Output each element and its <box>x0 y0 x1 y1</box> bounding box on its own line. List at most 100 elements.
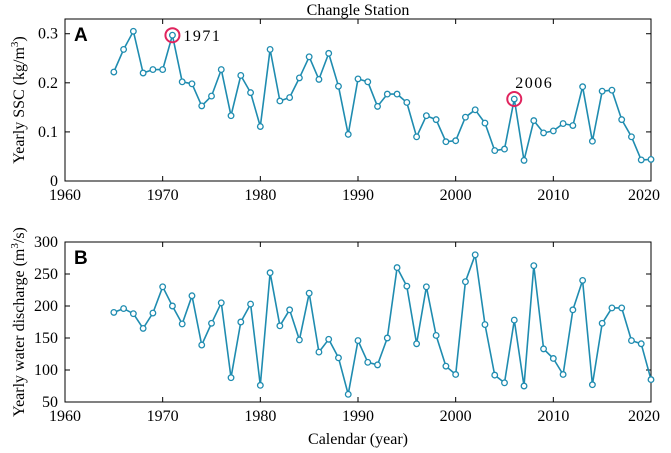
data-point <box>110 308 118 316</box>
data-point <box>217 66 225 74</box>
data-point <box>491 371 499 379</box>
y-tick-label: 50 <box>42 394 58 411</box>
data-point <box>198 341 206 349</box>
data-point <box>149 66 157 74</box>
panel-b: 1960 1970 1980 1990 2000 2010 2020 50 100 150 200 2… <box>9 227 660 448</box>
y-tick-label: 250 <box>34 266 58 283</box>
data-point <box>227 374 235 382</box>
data-point <box>139 69 147 77</box>
data-point <box>178 320 186 328</box>
data-point <box>393 264 401 272</box>
highlight-ring <box>506 91 523 108</box>
data-point <box>295 336 303 344</box>
x-tick-label: 1960 <box>49 187 81 204</box>
data-point <box>178 78 186 86</box>
data-point <box>549 127 557 135</box>
data-point <box>510 95 518 103</box>
x-tick-label: 1980 <box>244 408 276 425</box>
data-point <box>579 83 587 91</box>
data-point <box>286 94 294 101</box>
data-point <box>217 299 225 307</box>
x-tick-label: 1960 <box>49 408 81 425</box>
data-point <box>383 334 391 342</box>
plot-frame <box>64 18 652 182</box>
data-point <box>110 68 118 76</box>
data-point <box>559 120 567 128</box>
data-point <box>129 27 137 35</box>
data-point <box>442 362 450 370</box>
data-point <box>618 304 626 312</box>
data-point <box>520 156 528 164</box>
plot-frame <box>64 241 652 403</box>
data-point <box>344 130 352 138</box>
data-point <box>530 262 538 270</box>
data-point <box>588 381 596 389</box>
data-point <box>168 302 176 310</box>
data-point <box>188 292 196 300</box>
data-point <box>618 116 626 124</box>
data-point <box>647 376 655 384</box>
data-point <box>120 305 128 313</box>
data-point <box>413 133 421 141</box>
data-point <box>481 321 489 329</box>
data-point <box>198 102 206 110</box>
y-tick-label: 300 <box>34 234 58 251</box>
data-point <box>266 45 274 53</box>
data-point <box>276 97 284 105</box>
data-point <box>139 324 147 332</box>
data-point <box>247 89 255 97</box>
data-point <box>247 300 255 308</box>
y-tick-label: 200 <box>34 298 58 315</box>
data-point <box>325 335 333 343</box>
data-point <box>520 382 528 390</box>
data-point <box>461 278 469 286</box>
y-tick-label: 150 <box>34 330 58 347</box>
data-point <box>168 31 176 39</box>
x-tick-label: 2010 <box>537 187 569 204</box>
data-point <box>393 90 401 98</box>
data-point <box>159 66 167 74</box>
data-point <box>598 319 606 327</box>
data-point <box>461 113 469 121</box>
data-point <box>432 116 440 124</box>
data-point <box>335 82 342 90</box>
data-point <box>335 354 342 362</box>
data-point <box>374 102 381 110</box>
panel-letter: A <box>74 25 88 46</box>
x-tick-label: 1990 <box>342 187 374 204</box>
data-point <box>628 133 635 141</box>
x-tick-label: 2020 <box>628 408 660 425</box>
chart-title: Changle Station <box>307 2 410 19</box>
data-point <box>208 92 215 100</box>
data-point <box>588 137 596 145</box>
data-point <box>325 49 333 57</box>
data-point <box>501 379 508 387</box>
data-point <box>569 122 577 129</box>
data-point <box>413 340 421 348</box>
data-point <box>256 381 264 389</box>
data-point <box>276 322 284 330</box>
data-point <box>364 358 372 366</box>
data-point <box>305 53 313 61</box>
y-tick-label: 0.2 <box>38 75 58 92</box>
data-point <box>403 99 411 106</box>
data-point <box>305 289 313 297</box>
x-tick-label: 2000 <box>440 408 472 425</box>
data-point <box>559 371 567 378</box>
data-point <box>540 129 548 137</box>
data-point <box>149 309 157 317</box>
data-point <box>628 337 635 345</box>
annotation-label: 1971 <box>183 28 221 45</box>
x-tick-label: 2010 <box>537 408 569 425</box>
data-point <box>295 74 303 82</box>
data-point <box>374 361 381 369</box>
x-axis-label: Calendar (year) <box>308 431 408 448</box>
data-point <box>354 75 362 83</box>
data-point <box>637 340 645 348</box>
series-line <box>113 30 652 162</box>
panel-letter: B <box>74 248 88 269</box>
x-tick-label: 1970 <box>147 187 179 204</box>
data-point <box>129 310 137 318</box>
data-point <box>442 138 450 146</box>
